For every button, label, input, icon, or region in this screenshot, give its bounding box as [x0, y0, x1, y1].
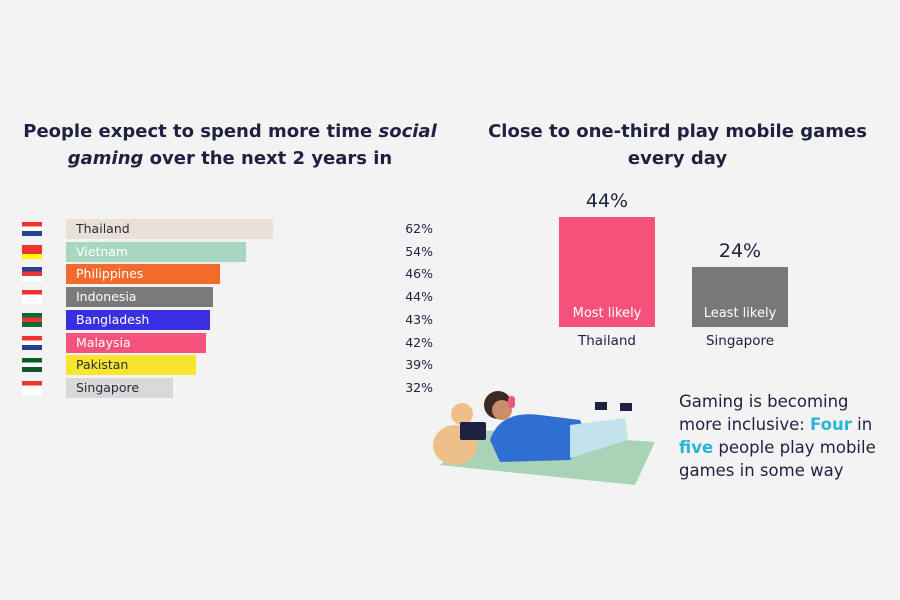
bar — [66, 287, 213, 308]
tablet — [460, 422, 486, 440]
category-label: Thailand — [76, 221, 130, 236]
bar-annotation: Least likely — [703, 306, 777, 321]
flag — [22, 222, 42, 236]
category-label: Bangladesh — [76, 311, 150, 327]
person-body — [490, 414, 584, 462]
shoe — [620, 403, 632, 411]
bar — [66, 355, 197, 376]
flag — [22, 335, 42, 350]
value-label: 43% — [405, 311, 433, 327]
category-label: Singapore — [705, 333, 775, 349]
person-legs — [570, 418, 628, 458]
value-label: 54% — [405, 243, 433, 259]
bar — [692, 267, 788, 327]
bar — [66, 332, 207, 353]
bar — [66, 241, 247, 262]
title-part: People expect to spend more time — [23, 121, 379, 142]
illustration — [433, 391, 655, 485]
category-label: Vietnam — [76, 243, 129, 259]
value-label: 42% — [405, 334, 433, 350]
title-part: social gaming — [67, 121, 437, 169]
value-label: 32% — [405, 379, 433, 395]
value-label: 46% — [405, 266, 433, 282]
face — [492, 400, 512, 420]
shoe — [595, 402, 607, 410]
flag — [22, 267, 42, 282]
flag — [22, 244, 42, 259]
value-label: 39% — [405, 357, 433, 373]
bar — [66, 377, 173, 398]
category-label: Thailand — [578, 333, 636, 349]
bar — [66, 309, 210, 330]
callout-part: five — [679, 438, 714, 457]
bar — [66, 219, 274, 239]
callout-part: Gaming is becoming more inclusive: — [679, 392, 849, 434]
category-label: Singapore — [76, 379, 140, 395]
flag — [22, 290, 42, 305]
value-label: 44% — [585, 190, 629, 212]
flag — [22, 380, 42, 395]
category-label: Pakistan — [76, 357, 129, 373]
cat-head — [451, 403, 473, 425]
chart-title: People expect to spend more time social … — [20, 118, 440, 172]
chart-title: Close to one-third play mobile games eve… — [480, 118, 875, 172]
category-label: Philippines — [76, 266, 144, 282]
bar-annotation: Most likely — [572, 306, 642, 321]
value-label: 62% — [405, 221, 433, 236]
flag — [22, 358, 42, 373]
callout-part: in — [851, 415, 873, 434]
title-part: Close to one-third play mobile games eve… — [488, 121, 867, 169]
bar — [66, 264, 220, 285]
value-label: 24% — [718, 240, 762, 262]
title-part: over the next 2 years in — [143, 148, 393, 169]
callout-part: Four — [810, 415, 852, 434]
callout-part: people play mobile games in some way — [679, 438, 876, 480]
flag — [22, 312, 42, 327]
value-label: 44% — [405, 289, 433, 305]
category-label: Indonesia — [76, 289, 137, 305]
callout: Gaming is becoming more inclusive: Four … — [679, 390, 879, 482]
bar — [559, 217, 655, 327]
headphones — [508, 396, 515, 408]
category-label: Malaysia — [76, 334, 131, 350]
